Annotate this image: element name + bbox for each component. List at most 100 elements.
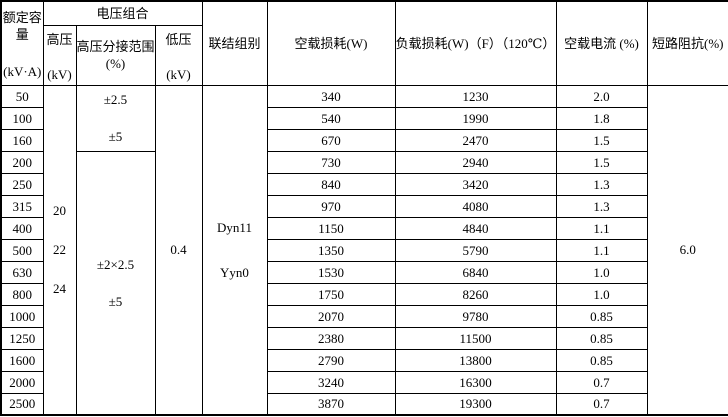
connection-group-dyn11: Dyn11: [217, 219, 252, 235]
load-loss-cell: 8260: [394, 282, 557, 306]
no-load-loss-cell: 2070: [266, 304, 396, 328]
header-connection-group: 联结组别: [201, 0, 268, 86]
capacity-cell: 630: [0, 260, 44, 284]
tap-range-large-cell: ±2×2.5 ±5: [75, 150, 156, 416]
no-load-loss-cell: 3240: [266, 370, 396, 394]
capacity-cell: 200: [0, 150, 44, 174]
capacity-cell: 50: [0, 84, 44, 108]
load-loss-cell: 4840: [394, 216, 557, 240]
no-load-current-cell: 2.0: [555, 84, 648, 108]
no-load-current-cell: 0.85: [555, 326, 648, 350]
header-lv: 低压 (kV): [154, 24, 203, 86]
lv-voltage-cell: 0.4: [154, 84, 203, 416]
header-lv-unit: (kV): [166, 66, 191, 82]
header-rated-capacity-line1: 额定容: [2, 10, 42, 26]
load-loss-cell: 9780: [394, 304, 557, 328]
tap-range-small-cell: ±2.5 ±5: [75, 84, 156, 152]
table-row: 315 970 4080 1.3: [0, 194, 728, 218]
table-row: 630 1530 6840 1.0: [0, 260, 728, 284]
no-load-current-cell: 1.1: [555, 216, 648, 240]
no-load-current-cell: 0.7: [555, 392, 648, 416]
table-row: 400 1150 4840 1.1: [0, 216, 728, 240]
load-loss-cell: 2470: [394, 128, 557, 152]
capacity-cell: 1250: [0, 326, 44, 350]
load-loss-cell: 13800: [394, 348, 557, 372]
no-load-current-cell: 1.0: [555, 282, 648, 306]
header-short-circuit-impedance: 短路阻抗(%): [646, 0, 728, 86]
tap-range-small-line2: ±5: [108, 129, 123, 144]
header-hv-tap-range: 高压分接范围 (%): [75, 24, 156, 86]
tap-range-large-line2: ±5: [108, 293, 123, 309]
no-load-current-cell: 0.85: [555, 304, 648, 328]
no-load-loss-cell: 2380: [266, 326, 396, 350]
no-load-loss-cell: 1350: [266, 238, 396, 262]
no-load-loss-cell: 670: [266, 128, 396, 152]
hv-voltage-22: 22: [53, 242, 66, 258]
capacity-cell: 2500: [0, 392, 44, 416]
no-load-current-cell: 1.8: [555, 106, 648, 130]
load-loss-cell: 1990: [394, 106, 557, 130]
table-row: 2500 3870 19300 0.7: [0, 392, 728, 416]
capacity-cell: 250: [0, 172, 44, 196]
no-load-loss-cell: 840: [266, 172, 396, 196]
header-hv: 高压 (kV): [42, 24, 77, 86]
capacity-cell: 315: [0, 194, 44, 218]
load-loss-cell: 1230: [394, 84, 557, 108]
header-voltage-combination: 电压组合: [42, 0, 203, 26]
header-rated-capacity-unit: (kV·A): [3, 64, 42, 80]
no-load-loss-cell: 1150: [266, 216, 396, 240]
table-row: 1000 2070 9780 0.85: [0, 304, 728, 328]
no-load-loss-cell: 2790: [266, 348, 396, 372]
load-loss-cell: 5790: [394, 238, 557, 262]
no-load-loss-cell: 970: [266, 194, 396, 218]
header-hv-tap-range-label: 高压分接范围: [76, 39, 155, 54]
no-load-loss-cell: 1750: [266, 282, 396, 306]
table-row: 200 ±2×2.5 ±5 730 2940 1.5: [0, 150, 728, 416]
capacity-cell: 1000: [0, 304, 44, 328]
load-loss-cell: 6840: [394, 260, 557, 284]
load-loss-cell: 3420: [394, 172, 557, 196]
tap-range-large-line1: ±2×2.5: [96, 256, 135, 272]
header-load-loss: 负载损耗(W)（F）（120℃）: [394, 0, 557, 86]
table-row: 1250 2380 11500 0.85: [0, 326, 728, 350]
capacity-cell: 800: [0, 282, 44, 306]
no-load-current-cell: 0.7: [555, 370, 648, 394]
header-lv-label: 低压: [165, 31, 192, 47]
no-load-current-cell: 1.5: [555, 150, 648, 174]
impedance-cell: 6.0: [646, 84, 728, 416]
header-no-load-loss: 空载损耗(W): [266, 0, 396, 86]
capacity-cell: 500: [0, 238, 44, 262]
hv-voltage-24: 24: [53, 281, 66, 297]
header-rated-capacity-line2: 量: [15, 27, 29, 43]
capacity-cell: 2000: [0, 370, 44, 394]
no-load-current-cell: 1.3: [555, 194, 648, 218]
no-load-loss-cell: 730: [266, 150, 396, 174]
connection-group-cell: Dyn11 Yyn0: [201, 84, 268, 416]
connection-group-yyn0: Yyn0: [220, 264, 249, 280]
capacity-cell: 100: [0, 106, 44, 130]
no-load-loss-cell: 540: [266, 106, 396, 130]
load-loss-cell: 16300: [394, 370, 557, 394]
load-loss-cell: 19300: [394, 392, 557, 416]
load-loss-cell: 2940: [394, 150, 557, 174]
hv-voltage-cell: 20 22 24: [42, 84, 77, 416]
header-no-load-current: 空载电流 (%): [555, 0, 648, 86]
tap-range-small-line1: ±2.5: [103, 92, 128, 107]
load-loss-cell: 11500: [394, 326, 557, 350]
table-row: 500 1350 5790 1.1: [0, 238, 728, 262]
capacity-cell: 400: [0, 216, 44, 240]
no-load-current-cell: 1.3: [555, 172, 648, 196]
capacity-cell: 1600: [0, 348, 44, 372]
hv-voltage-20: 20: [53, 203, 66, 219]
no-load-current-cell: 1.0: [555, 260, 648, 284]
no-load-current-cell: 0.85: [555, 348, 648, 372]
table-row: 50 20 22 24 ±2.5 ±5 0.4 Dyn11 Yyn0 340 1…: [0, 84, 728, 416]
table-row: 250 840 3420 1.3: [0, 172, 728, 196]
header-hv-unit: (kV): [47, 66, 72, 82]
header-hv-label: 高压: [46, 31, 73, 47]
no-load-current-cell: 1.5: [555, 128, 648, 152]
no-load-current-cell: 1.1: [555, 238, 648, 262]
load-loss-cell: 4080: [394, 194, 557, 218]
header-rated-capacity: 额定容 量 (kV·A): [0, 0, 44, 86]
